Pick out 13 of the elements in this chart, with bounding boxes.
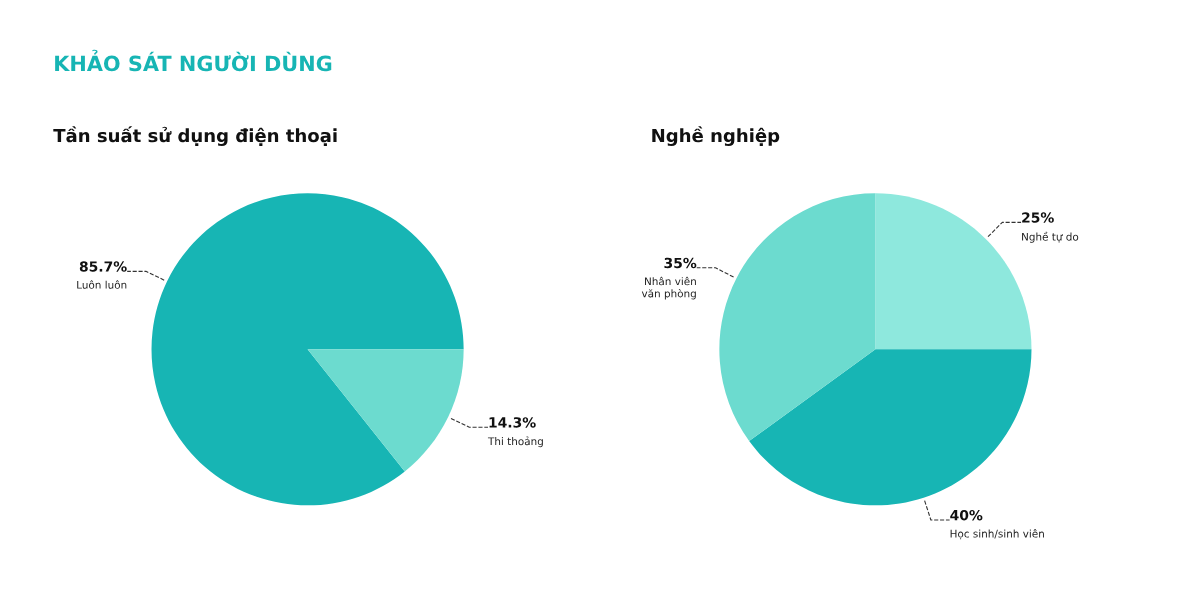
chart-title: KHẢO SÁT NGƯỜI DÙNG xyxy=(55,49,332,72)
slice-label: Thi thoảng xyxy=(487,436,543,448)
data-label: 35% xyxy=(664,257,697,269)
slice-label: Nhân viên văn phòng xyxy=(641,276,696,300)
slice-label: Nghề tự do xyxy=(1022,231,1079,243)
data-label: 40% xyxy=(950,509,983,521)
slice-label: Luôn luôn xyxy=(77,280,127,289)
chart-title: Nghề nghiệp xyxy=(652,126,780,146)
chart-subtitle: Tần suất sử dụng điện thoại xyxy=(53,126,337,146)
slice-label: Học sinh/sinh viên xyxy=(950,529,1044,540)
data-label: 25% xyxy=(1022,212,1054,223)
data-label: 85.7% xyxy=(79,261,127,272)
data-label: 14.3% xyxy=(489,417,536,428)
